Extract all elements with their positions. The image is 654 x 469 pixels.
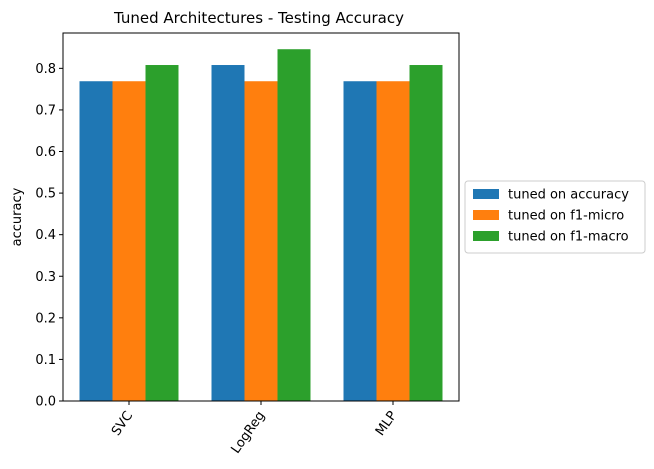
legend-swatch-1 xyxy=(473,189,499,199)
y-axis-ticks: 0.0 0.1 0.2 0.3 0.4 0.5 0.6 0.7 0.8 xyxy=(35,62,63,410)
bar-svc-series-3 xyxy=(145,65,179,402)
y-tick-label: 0.2 xyxy=(35,311,56,326)
legend-label-3: tuned on f1-macro xyxy=(508,230,629,245)
bars-group xyxy=(79,49,443,402)
bar-svc-series-2 xyxy=(112,81,146,401)
legend-label-2: tuned on f1-micro xyxy=(508,209,624,224)
chart-title: Tuned Architectures - Testing Accuracy xyxy=(113,9,404,27)
bar-logreg-series-1 xyxy=(211,65,245,402)
y-tick-label: 0.1 xyxy=(35,353,56,368)
x-tick-label-mlp: MLP xyxy=(373,409,400,439)
y-tick-label: 0.5 xyxy=(35,187,56,202)
y-tick-label: 0.6 xyxy=(35,145,56,160)
y-tick-label: 0.7 xyxy=(35,103,56,118)
bar-mlp-series-1 xyxy=(343,81,377,401)
bar-mlp-series-3 xyxy=(409,65,443,402)
legend-swatch-2 xyxy=(473,210,499,220)
bar-svc-series-1 xyxy=(79,81,113,401)
y-axis-label: accuracy xyxy=(10,187,25,246)
y-tick-label: 0.3 xyxy=(35,270,56,285)
x-tick-label-svc: SVC xyxy=(109,409,136,439)
y-tick-label: 0.8 xyxy=(35,62,56,77)
plot-frame xyxy=(62,32,460,402)
legend: tuned on accuracy tuned on f1-micro tuned … xyxy=(464,180,646,254)
legend-swatch-3 xyxy=(473,231,499,241)
bar-logreg-series-2 xyxy=(244,81,278,401)
bar-logreg-series-3 xyxy=(277,49,311,401)
y-tick-label: 0.0 xyxy=(35,395,56,410)
x-tick-label-logreg: LogReg xyxy=(229,409,269,457)
legend-label-1: tuned on accuracy xyxy=(508,188,629,203)
x-axis-ticks: SVC LogReg MLP xyxy=(109,401,400,457)
y-tick-label: 0.4 xyxy=(35,228,56,243)
bar-mlp-series-2 xyxy=(376,81,410,401)
legend-box xyxy=(464,180,646,254)
